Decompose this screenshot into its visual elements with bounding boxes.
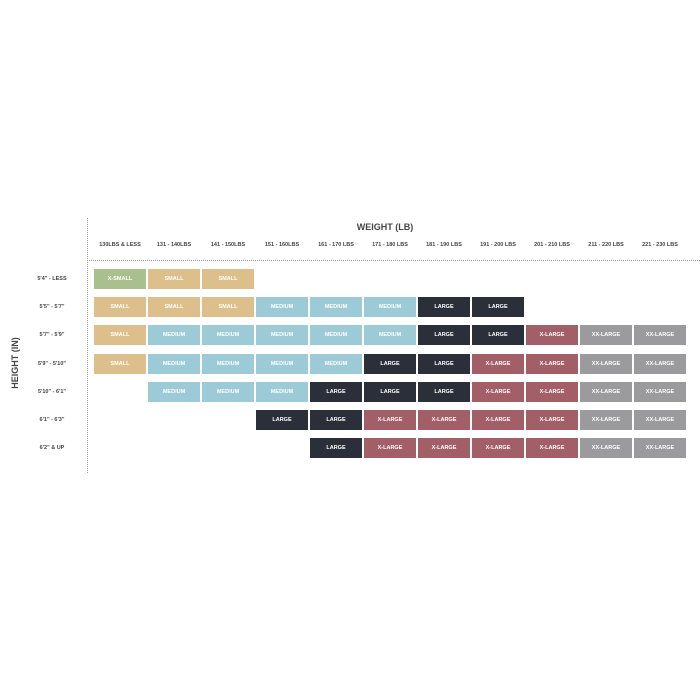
size-cell: LARGE <box>256 410 308 430</box>
size-cell: XX-LARGE <box>580 438 632 458</box>
size-cell: XX-LARGE <box>634 382 686 402</box>
size-cell: XX-LARGE <box>634 354 686 374</box>
size-cell: X-LARGE <box>418 438 470 458</box>
row-header: 5'10" - 6'1" <box>37 388 66 395</box>
column-header: 211 - 220 LBS <box>588 242 624 248</box>
size-cell: X-LARGE <box>526 410 578 430</box>
size-cell: X-SMALL <box>94 269 146 289</box>
row-header: 6'2" & UP <box>39 445 65 452</box>
size-cell: LARGE <box>364 382 416 402</box>
size-cell: SMALL <box>94 354 146 374</box>
horizontal-divider <box>87 260 700 261</box>
chart-title: WEIGHT (LB) <box>356 222 414 232</box>
size-cell: X-LARGE <box>526 382 578 402</box>
size-cell: LARGE <box>472 325 524 345</box>
size-cell: X-LARGE <box>364 410 416 430</box>
size-cell: SMALL <box>148 269 200 289</box>
column-header: 131 - 140LBS <box>156 242 192 248</box>
size-cell: MEDIUM <box>148 382 200 402</box>
size-cell: SMALL <box>202 297 254 317</box>
size-cell: MEDIUM <box>256 297 308 317</box>
size-cell: SMALL <box>94 297 146 317</box>
size-cell: MEDIUM <box>148 325 200 345</box>
column-header: 171 - 180 LBS <box>372 242 408 248</box>
size-cell: MEDIUM <box>364 325 416 345</box>
size-cell: MEDIUM <box>364 297 416 317</box>
size-cell: X-LARGE <box>364 438 416 458</box>
row-header: 6'1" - 6'3" <box>39 417 65 423</box>
size-cell: X-LARGE <box>526 354 578 374</box>
size-cell: XX-LARGE <box>580 410 632 430</box>
size-cell: LARGE <box>418 382 470 402</box>
size-cell: XX-LARGE <box>634 438 686 458</box>
vertical-divider <box>87 218 88 473</box>
size-cell: XX-LARGE <box>580 382 632 402</box>
size-cell: MEDIUM <box>256 325 308 345</box>
size-cell: LARGE <box>418 325 470 345</box>
size-cell: X-LARGE <box>472 354 524 374</box>
size-cell: LARGE <box>472 297 524 317</box>
size-cell: X-LARGE <box>472 438 524 458</box>
column-header: 181 - 190 LBS <box>426 242 462 248</box>
column-header: 130LBS & LESS <box>99 242 141 248</box>
row-header: 5'4" - LESS <box>37 276 67 282</box>
size-cell: MEDIUM <box>310 354 362 374</box>
column-header: 161 - 170 LBS <box>318 242 354 248</box>
size-cell: X-LARGE <box>418 410 470 430</box>
size-cell: XX-LARGE <box>580 325 632 345</box>
y-axis-label: HEIGHT (IN) <box>10 337 20 389</box>
size-cell: LARGE <box>418 354 470 374</box>
size-cell: MEDIUM <box>202 354 254 374</box>
size-cell: SMALL <box>202 269 254 289</box>
size-cell: MEDIUM <box>148 354 200 374</box>
size-cell: X-LARGE <box>526 438 578 458</box>
size-cell: MEDIUM <box>256 354 308 374</box>
size-cell: MEDIUM <box>202 325 254 345</box>
size-cell: SMALL <box>148 297 200 317</box>
row-header: 5'7" - 5'9" <box>39 332 65 339</box>
size-cell: MEDIUM <box>310 297 362 317</box>
size-cell: LARGE <box>310 382 362 402</box>
column-header: 201 - 210 LBS <box>534 242 570 248</box>
size-cell: X-LARGE <box>472 382 524 402</box>
size-cell: LARGE <box>310 410 362 430</box>
size-cell: SMALL <box>94 325 146 345</box>
size-cell: XX-LARGE <box>634 325 686 345</box>
size-cell: X-LARGE <box>526 325 578 345</box>
size-cell: X-LARGE <box>472 410 524 430</box>
row-header: 5'5" - 5'7" <box>39 304 65 311</box>
size-cell: LARGE <box>418 297 470 317</box>
size-cell: LARGE <box>364 354 416 374</box>
size-cell: LARGE <box>310 438 362 458</box>
column-header: 141 - 150LBS <box>210 242 246 248</box>
size-cell: XX-LARGE <box>634 410 686 430</box>
column-header: 221 - 230 LBS <box>642 242 678 248</box>
size-cell: MEDIUM <box>256 382 308 402</box>
size-cell: MEDIUM <box>310 325 362 345</box>
column-header: 151 - 160LBS <box>264 242 300 248</box>
row-header: 5'9" - 5'10" <box>37 360 66 367</box>
column-header: 191 - 200 LBS <box>480 242 516 248</box>
size-cell: XX-LARGE <box>580 354 632 374</box>
size-cell: MEDIUM <box>202 382 254 402</box>
